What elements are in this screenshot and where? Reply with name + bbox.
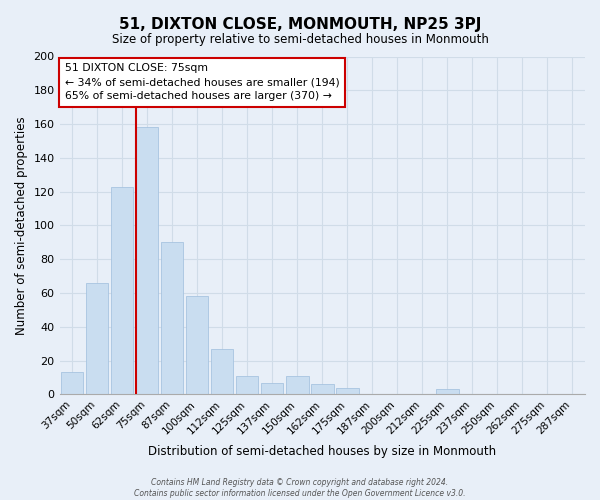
Bar: [86, 283, 109, 395]
Bar: [236, 376, 259, 394]
Bar: [161, 242, 184, 394]
Bar: [286, 376, 308, 394]
Bar: [336, 388, 359, 394]
Y-axis label: Number of semi-detached properties: Number of semi-detached properties: [15, 116, 28, 335]
Text: Size of property relative to semi-detached houses in Monmouth: Size of property relative to semi-detach…: [112, 32, 488, 46]
Bar: [111, 186, 133, 394]
Bar: [311, 384, 334, 394]
Text: Contains HM Land Registry data © Crown copyright and database right 2024.
Contai: Contains HM Land Registry data © Crown c…: [134, 478, 466, 498]
Bar: [436, 390, 458, 394]
X-axis label: Distribution of semi-detached houses by size in Monmouth: Distribution of semi-detached houses by …: [148, 444, 496, 458]
Bar: [261, 382, 283, 394]
Text: 51, DIXTON CLOSE, MONMOUTH, NP25 3PJ: 51, DIXTON CLOSE, MONMOUTH, NP25 3PJ: [119, 18, 481, 32]
Bar: [136, 128, 158, 394]
Bar: [186, 296, 208, 394]
Bar: [61, 372, 83, 394]
Text: 51 DIXTON CLOSE: 75sqm
← 34% of semi-detached houses are smaller (194)
65% of se: 51 DIXTON CLOSE: 75sqm ← 34% of semi-det…: [65, 64, 339, 102]
Bar: [211, 349, 233, 395]
